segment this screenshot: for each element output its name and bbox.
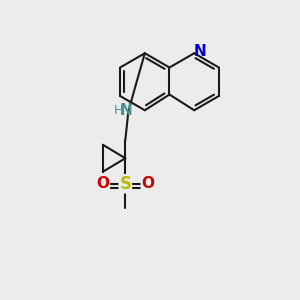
Text: N: N [119, 103, 132, 118]
Text: H: H [114, 104, 123, 117]
Text: O: O [96, 176, 109, 191]
Text: O: O [141, 176, 154, 191]
Text: S: S [119, 175, 131, 193]
Text: N: N [193, 44, 206, 59]
